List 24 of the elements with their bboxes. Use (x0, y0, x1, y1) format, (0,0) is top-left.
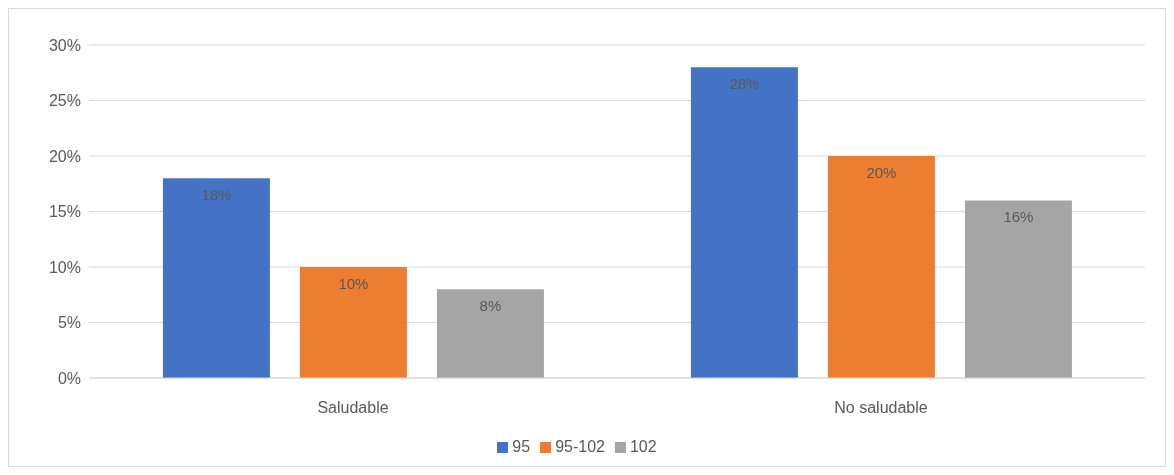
data-label: 18% (201, 186, 232, 204)
x-tick-label: No saludable (834, 399, 928, 417)
data-label: 28% (729, 75, 760, 93)
legend-label: 95-102 (555, 438, 605, 455)
y-tick-label: 30% (48, 36, 81, 54)
y-tick-label: 5% (57, 314, 81, 332)
data-label: 16% (1003, 208, 1034, 226)
y-tick-label: 0% (57, 369, 81, 387)
bar (964, 200, 1072, 378)
y-tick-label: 20% (48, 147, 81, 165)
legend-label: 95 (512, 438, 531, 455)
legend-label: 102 (629, 438, 657, 455)
y-tick-label: 10% (48, 258, 81, 276)
y-tick-label: 15% (48, 203, 81, 221)
data-label: 10% (338, 275, 369, 292)
data-label: 20% (866, 164, 897, 181)
bar (162, 178, 270, 378)
x-tick-label: Saludable (317, 399, 389, 417)
bar (299, 267, 407, 378)
bar (827, 156, 935, 378)
y-tick-label: 25% (48, 92, 81, 110)
bar (436, 289, 544, 378)
data-label: 8% (479, 297, 502, 315)
bar (690, 67, 798, 378)
